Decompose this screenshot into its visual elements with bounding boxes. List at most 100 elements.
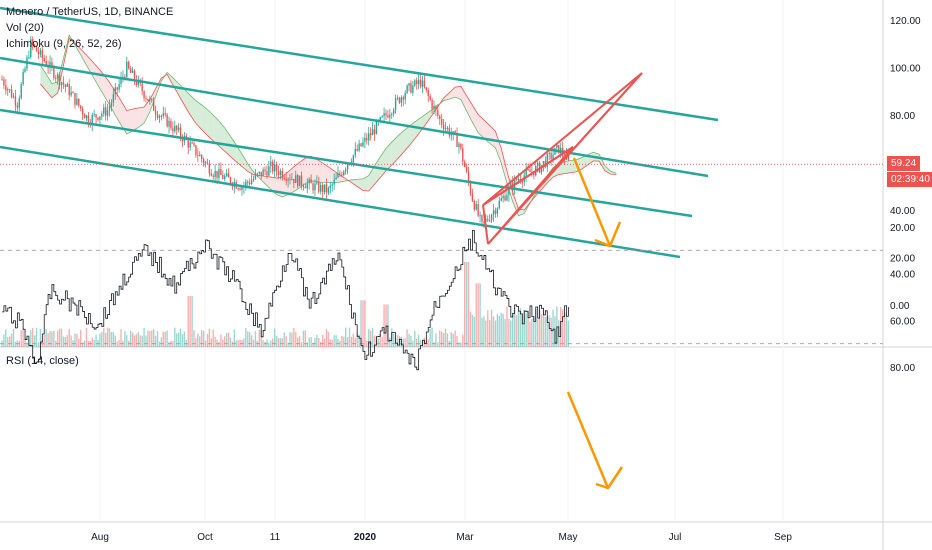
- volume-bar: [76, 333, 78, 347]
- volume-bar: [60, 328, 63, 347]
- volume-bar: [318, 338, 320, 347]
- price-axis-tick: 0.00: [890, 301, 910, 312]
- volume-bar: [373, 335, 376, 347]
- channel-trendline: [0, 56, 709, 178]
- candle-body: [335, 177, 337, 180]
- volume-bar: [101, 331, 103, 347]
- candle-body: [550, 152, 552, 159]
- candle-body: [504, 195, 506, 201]
- candle-body: [469, 182, 472, 194]
- volume-bar: [168, 342, 170, 347]
- volume-bar: [3, 334, 5, 347]
- candle-body: [464, 161, 466, 168]
- volume-bar: [7, 337, 9, 347]
- candle-body: [37, 51, 40, 55]
- volume-bar: [494, 320, 497, 347]
- volume-bar: [227, 332, 230, 347]
- candle-body: [358, 143, 360, 151]
- rsi-line: [2, 229, 569, 371]
- volume-bar: [379, 333, 381, 347]
- candle-body: [189, 142, 191, 148]
- candle-body: [412, 85, 414, 93]
- volume-bar: [235, 340, 237, 347]
- volume-bar: [78, 338, 80, 347]
- candle-body: [124, 76, 126, 78]
- volume-bar: [237, 339, 239, 347]
- candle-body: [521, 181, 524, 183]
- volume-bar: [354, 337, 356, 347]
- volume-bar: [383, 304, 385, 347]
- candle-body: [62, 82, 65, 85]
- volume-bar: [479, 283, 481, 347]
- candle-body: [176, 125, 178, 131]
- candle-body: [527, 169, 529, 171]
- candle-body: [99, 116, 101, 120]
- price-axis-tick: 100.00: [890, 64, 921, 75]
- volume-bar: [212, 329, 214, 347]
- volume-bar: [456, 335, 458, 347]
- volume-bar: [124, 331, 126, 347]
- candle-body: [14, 96, 17, 106]
- volume-bar: [56, 330, 59, 347]
- time-axis-tick: Jul: [669, 532, 682, 543]
- volume-bar: [233, 329, 236, 347]
- volume-bar: [350, 336, 353, 347]
- ichimoku-cloud-segment: [604, 165, 611, 175]
- candle-body: [170, 120, 172, 129]
- ichimoku-cloud-segment: [489, 125, 496, 148]
- ichimoku-cloud-segment: [121, 100, 127, 134]
- volume-bar: [258, 329, 260, 347]
- price-axis-tick: 20.00: [890, 254, 915, 265]
- volume-indicator-label[interactable]: Vol (20): [6, 22, 44, 34]
- volume-bar: [243, 338, 245, 347]
- candle-body: [43, 58, 45, 61]
- candle-body: [391, 113, 393, 115]
- candle-body: [337, 173, 339, 178]
- volume-bar: [151, 330, 153, 347]
- volume-bar: [37, 342, 40, 347]
- candle-body: [344, 169, 347, 172]
- rsi-indicator-label[interactable]: RSI (14, close): [6, 355, 79, 367]
- volume-bar: [176, 333, 178, 347]
- candle-body: [168, 120, 170, 127]
- candle-body: [556, 144, 558, 148]
- volume-bar: [542, 309, 545, 347]
- volume-bar: [567, 320, 570, 347]
- candle-body: [368, 133, 370, 141]
- volume-bar: [410, 335, 412, 347]
- volume-bar: [381, 336, 383, 347]
- candle-body: [273, 164, 276, 172]
- candle-body: [346, 164, 349, 170]
- volume-bar: [197, 333, 199, 347]
- volume-bar: [331, 339, 333, 347]
- candle-body: [272, 161, 274, 172]
- candle-body: [33, 44, 36, 47]
- volume-bar: [193, 330, 195, 347]
- candle-body: [341, 174, 343, 176]
- candle-body: [279, 170, 282, 175]
- candle-body: [133, 70, 136, 81]
- candle-body: [3, 79, 5, 86]
- volume-bar: [408, 333, 410, 347]
- volume-bar: [214, 336, 216, 347]
- candle-body: [28, 57, 30, 59]
- volume-bar: [116, 341, 118, 347]
- candle-body: [218, 168, 220, 178]
- candle-body: [277, 171, 280, 175]
- ichimoku-cloud-segment: [483, 119, 490, 144]
- volume-bar: [369, 330, 372, 347]
- candle-body: [515, 177, 518, 180]
- candle-body: [268, 166, 270, 176]
- volume-bar: [199, 336, 201, 347]
- candle-body: [10, 89, 13, 98]
- candle-body: [51, 61, 53, 67]
- candle-body: [533, 171, 535, 176]
- ichimoku-indicator-label[interactable]: Ichimoku (9, 26, 52, 26): [6, 38, 122, 50]
- ichimoku-cloud-segment: [149, 88, 156, 112]
- volume-bar: [250, 335, 253, 347]
- volume-bar: [440, 331, 443, 347]
- symbol-title[interactable]: Monero / TetherUS, 1D, BINANCE: [6, 6, 174, 18]
- candle-body: [425, 87, 428, 91]
- volume-bar: [55, 340, 57, 347]
